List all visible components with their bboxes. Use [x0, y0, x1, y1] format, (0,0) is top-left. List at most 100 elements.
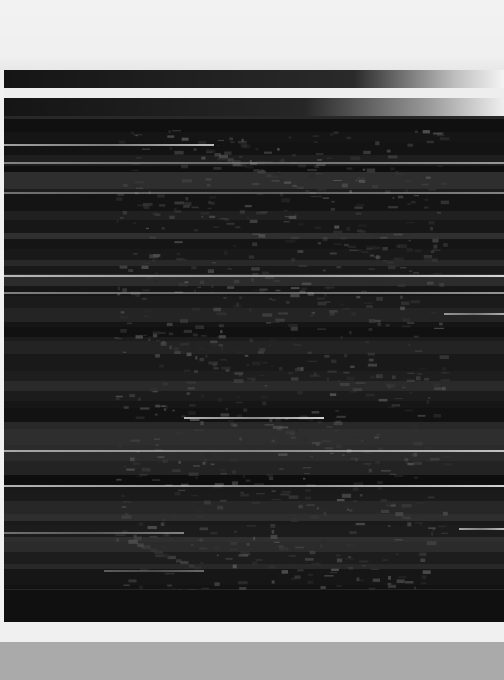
noise-speck	[219, 335, 226, 339]
noise-speck	[422, 570, 431, 574]
noise-speck	[339, 382, 350, 386]
noise-speck	[375, 433, 381, 437]
noise-speck	[388, 575, 391, 580]
noise-speck	[150, 388, 158, 392]
noise-speck	[292, 154, 296, 157]
noise-speck	[290, 432, 295, 436]
noise-speck	[210, 531, 218, 535]
noise-speck	[233, 279, 240, 284]
noise-speck	[311, 441, 321, 445]
noise-speck	[298, 264, 308, 268]
noise-speck	[252, 273, 259, 277]
noise-speck	[395, 245, 401, 248]
noise-speck	[276, 172, 282, 176]
noise-speck	[137, 543, 144, 548]
bright-scanline	[4, 275, 504, 277]
noise-speck	[238, 140, 247, 144]
noise-speck	[315, 153, 324, 155]
noise-speck	[204, 354, 208, 358]
noise-speck	[312, 135, 319, 137]
noise-speck	[240, 551, 250, 555]
noise-speck	[316, 506, 319, 510]
noise-speck	[217, 157, 227, 161]
noise-speck	[161, 405, 166, 407]
noise-speck	[405, 581, 414, 584]
noise-speck	[132, 169, 139, 171]
noise-speck	[441, 532, 449, 534]
noise-speck	[166, 322, 173, 327]
scan-band	[4, 296, 504, 308]
noise-speck	[262, 401, 267, 406]
noise-speck	[426, 400, 429, 404]
noise-speck	[421, 183, 429, 186]
noise-speck	[221, 366, 231, 370]
noise-speck	[193, 548, 199, 550]
noise-speck	[160, 341, 167, 346]
noise-speck	[277, 427, 282, 431]
noise-speck	[294, 575, 301, 579]
noise-speck	[402, 516, 411, 519]
noise-speck	[200, 280, 205, 284]
noise-speck	[233, 379, 244, 383]
noise-speck	[186, 381, 196, 384]
noise-speck	[316, 164, 326, 167]
noise-speck	[201, 216, 204, 218]
noise-speck	[162, 382, 169, 386]
noise-speck	[371, 233, 382, 236]
noise-speck	[298, 504, 303, 509]
noise-speck	[125, 513, 129, 515]
noise-speck	[187, 387, 195, 390]
noise-speck	[421, 575, 426, 580]
noise-speck	[336, 266, 342, 269]
noise-speck	[141, 467, 151, 472]
noise-speck	[242, 554, 250, 556]
noise-speck	[216, 554, 219, 557]
noise-speck	[299, 290, 306, 293]
noise-speck	[392, 258, 398, 260]
noise-speck	[200, 421, 204, 426]
noise-speck	[155, 404, 161, 408]
noise-speck	[413, 272, 419, 274]
scan-band	[4, 189, 504, 194]
noise-speck	[116, 338, 122, 340]
noise-speck	[400, 295, 403, 299]
noise-speck	[346, 226, 350, 231]
noise-speck	[413, 441, 423, 446]
noise-speck	[335, 409, 339, 412]
noise-speck	[413, 452, 417, 457]
noise-speck	[156, 461, 160, 464]
noise-speck	[372, 279, 379, 283]
noise-speck	[239, 210, 245, 214]
noise-speck	[426, 541, 437, 546]
scan-band	[4, 286, 504, 296]
noise-speck	[391, 173, 394, 177]
noise-speck	[214, 582, 220, 586]
noise-speck	[171, 515, 180, 520]
noise-speck	[139, 407, 150, 410]
noise-speck	[337, 380, 342, 383]
noise-speck	[361, 251, 369, 254]
noise-speck	[368, 464, 370, 467]
noise-speck	[366, 305, 373, 308]
noise-speck	[160, 522, 165, 526]
noise-speck	[145, 186, 154, 188]
noise-speck	[189, 564, 195, 568]
noise-speck	[279, 159, 285, 163]
noise-speck	[308, 173, 311, 177]
noise-speck	[432, 249, 441, 251]
noise-speck	[200, 212, 210, 215]
noise-speck	[271, 299, 276, 301]
noise-speck	[313, 141, 318, 143]
noise-speck	[303, 438, 307, 441]
noise-speck	[123, 406, 129, 409]
noise-speck	[225, 368, 230, 372]
noise-speck	[420, 558, 426, 562]
noise-speck	[162, 281, 168, 283]
noise-speck	[394, 475, 404, 477]
noise-speck	[271, 499, 281, 501]
noise-speck	[209, 215, 216, 218]
noise-speck	[283, 221, 290, 223]
noise-speck	[329, 452, 334, 454]
bottom-blank-strip	[0, 622, 504, 642]
noise-speck	[436, 211, 441, 214]
